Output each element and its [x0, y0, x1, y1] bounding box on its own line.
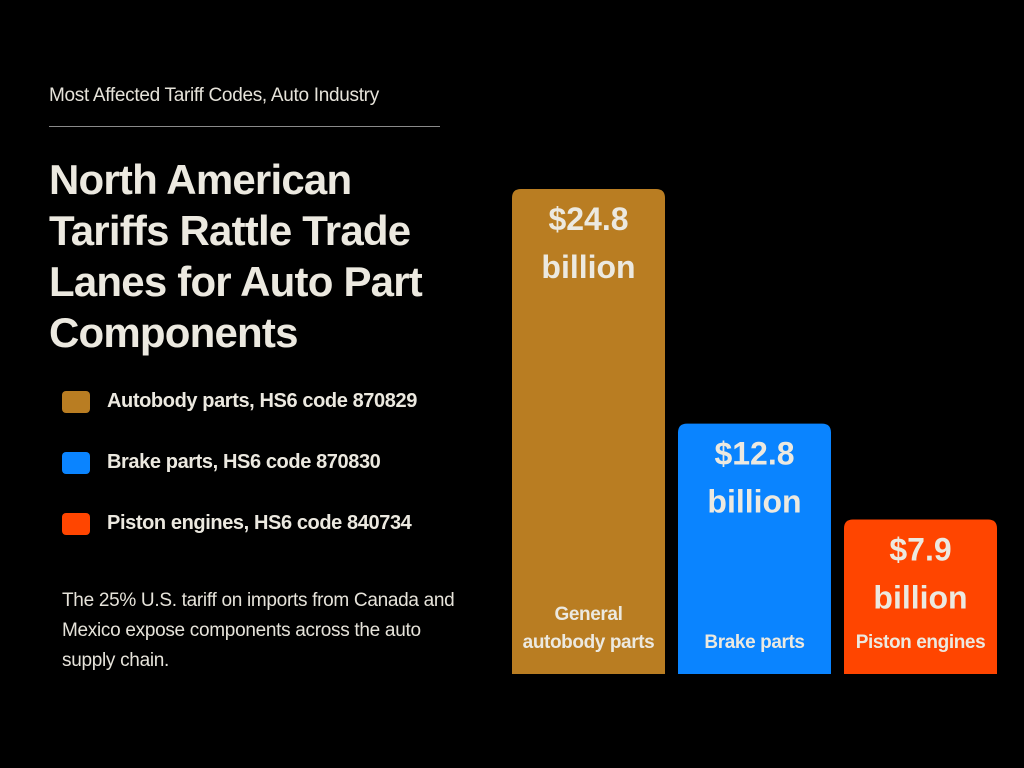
legend-item-autobody: Autobody parts, HS6 code 870829: [62, 386, 502, 416]
category-label-autobody-line-2: autobody parts: [523, 632, 655, 653]
value-label-piston-unit: billion: [873, 580, 967, 616]
legend-swatch-piston: [62, 513, 90, 535]
bar-brake: [678, 423, 831, 674]
legend-label-piston: Piston engines, HS6 code 840734: [107, 512, 412, 534]
legend-item-brake: Brake parts, HS6 code 870830: [62, 447, 502, 477]
legend-label-autobody: Autobody parts, HS6 code 870829: [107, 390, 417, 412]
value-label-autobody-amount: $24.8: [548, 201, 628, 237]
bar-piston: [844, 519, 997, 674]
value-label-brake-amount: $12.8: [714, 436, 794, 472]
bar-autobody: [512, 189, 665, 674]
value-label-brake-unit: billion: [707, 484, 801, 520]
value-label-piston-amount: $7.9: [889, 532, 951, 568]
legend-item-piston: Piston engines, HS6 code 840734: [62, 508, 502, 538]
category-label-piston: Piston engines: [856, 632, 986, 653]
legend-swatch-brake: [62, 452, 90, 474]
category-label-brake: Brake parts: [704, 632, 804, 653]
value-label-autobody-unit: billion: [541, 249, 635, 285]
legend-label-brake: Brake parts, HS6 code 870830: [107, 451, 381, 473]
footnote: The 25% U.S. tariff on imports from Cana…: [62, 590, 455, 671]
category-label-autobody-line-1: General: [555, 604, 623, 625]
title-divider: [49, 126, 440, 127]
page-title: North American Tariffs Rattle Trade Lane…: [49, 156, 423, 356]
legend-swatch-autobody: [62, 391, 90, 413]
subtitle: Most Affected Tariff Codes, Auto Industr…: [49, 85, 379, 106]
